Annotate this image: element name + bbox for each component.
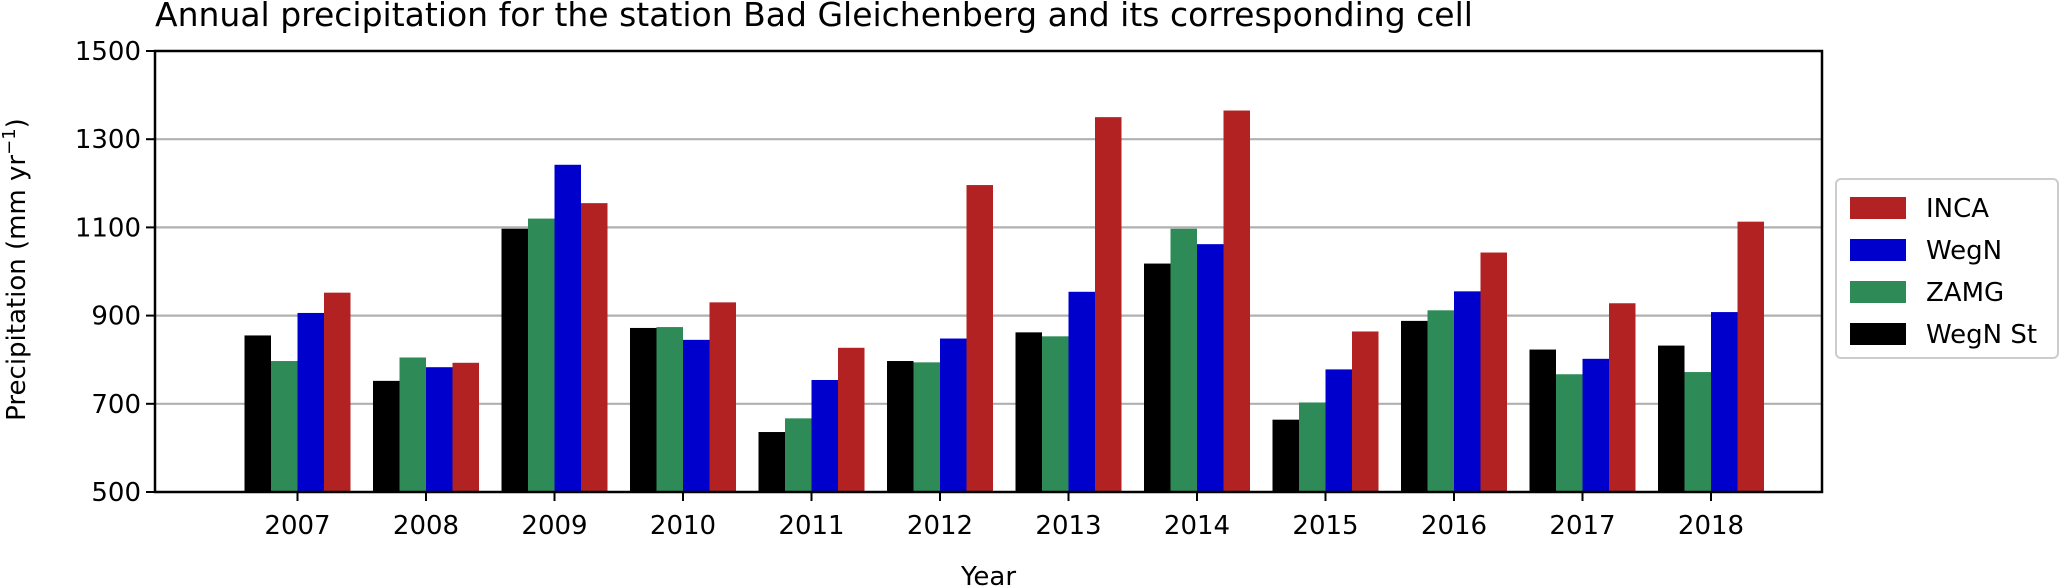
bars	[244, 110, 1764, 493]
bar-wegn	[1454, 291, 1481, 492]
bar-inca	[709, 302, 736, 492]
x-tick-label: 2010	[650, 511, 716, 541]
x-axis-ticks: 2007 2008 2009 2010 2011 2012 2013 2014 2015 2016…	[264, 492, 1744, 541]
x-tick-label: 2016	[1421, 511, 1487, 541]
legend: INCA WegN ZAMG WegN St	[1835, 178, 2059, 359]
bar-zamg	[1299, 402, 1326, 492]
legend-swatch	[1850, 239, 1906, 261]
bar-zamg	[1042, 336, 1069, 492]
bar-wegn-st	[887, 361, 914, 492]
bar-wegn	[1197, 244, 1224, 492]
bar-inca	[452, 362, 479, 492]
bar-inca	[1609, 303, 1636, 492]
bar-zamg	[271, 361, 298, 492]
bar-wegn	[683, 339, 710, 492]
bar-zamg	[785, 418, 812, 492]
bar-wegn-st	[1529, 349, 1556, 492]
bar-wegn-st	[630, 327, 657, 492]
bar-wegn-st	[758, 432, 785, 492]
legend-box	[1835, 178, 2059, 359]
x-tick-label: 2009	[521, 511, 587, 541]
x-tick-label: 2008	[393, 511, 459, 541]
x-axis-label: Year	[960, 562, 1016, 588]
legend-label: INCA	[1926, 194, 1989, 224]
bar-wegn-st	[1144, 263, 1171, 492]
y-axis-label-main: Precipitation (mm yr	[2, 155, 32, 421]
y-tick-label: 500	[91, 478, 141, 508]
bar-wegn-st	[244, 335, 271, 492]
x-tick-label: 2012	[907, 511, 973, 541]
bar-wegn	[426, 367, 453, 492]
legend-label: WegN	[1926, 236, 2002, 266]
bar-inca	[1480, 252, 1507, 492]
x-tick-label: 2007	[264, 511, 330, 541]
bar-inca	[966, 185, 993, 492]
bar-zamg	[399, 357, 426, 492]
y-tick-label: 1300	[75, 125, 141, 155]
bar-inca	[581, 203, 608, 492]
bar-wegn	[554, 164, 581, 492]
plot-frame	[153, 49, 1824, 494]
bar-zamg	[1170, 228, 1197, 492]
bar-inca	[838, 347, 865, 492]
bar-wegn	[1325, 369, 1352, 492]
bar-wegn-st	[373, 380, 400, 492]
bar-wegn-st	[501, 228, 528, 492]
bar-wegn	[1582, 358, 1609, 492]
legend-swatch	[1850, 281, 1906, 303]
bar-inca	[1095, 117, 1122, 493]
y-tick-label: 1500	[75, 37, 141, 67]
x-tick-label: 2017	[1549, 511, 1615, 541]
x-tick-label: 2011	[778, 511, 844, 541]
bar-zamg	[528, 218, 555, 492]
bar-zamg	[1684, 372, 1711, 492]
bar-wegn	[940, 338, 967, 492]
bar-inca	[1352, 331, 1379, 492]
y-axis-label-superscript: −1	[0, 128, 20, 155]
bar-zamg	[1427, 310, 1454, 492]
bar-wegn	[297, 312, 324, 492]
bar-zamg	[913, 362, 940, 492]
bar-zamg	[656, 327, 683, 492]
x-tick-label: 2013	[1035, 511, 1101, 541]
bar-inca	[1737, 221, 1764, 493]
legend-swatch	[1850, 323, 1906, 345]
bar-wegn-st	[1015, 332, 1042, 492]
y-axis-label: Precipitation (mm yr−1)	[0, 118, 32, 421]
y-tick-label: 900	[91, 302, 141, 332]
bar-wegn	[811, 379, 838, 492]
bar-wegn	[1068, 291, 1095, 492]
y-tick-label: 700	[91, 390, 141, 420]
legend-label: WegN St	[1926, 320, 2037, 350]
legend-swatch	[1850, 197, 1906, 219]
legend-label: ZAMG	[1926, 278, 2004, 308]
x-tick-label: 2018	[1678, 511, 1744, 541]
bar-zamg	[1556, 374, 1583, 492]
y-tick-label: 1100	[75, 213, 141, 243]
bar-wegn-st	[1401, 320, 1428, 492]
bar-wegn	[1711, 312, 1738, 492]
bar-wegn-st	[1658, 345, 1685, 492]
bar-wegn-st	[1272, 419, 1299, 492]
bar-inca	[324, 292, 351, 492]
x-tick-label: 2015	[1292, 511, 1358, 541]
x-tick-label: 2014	[1164, 511, 1230, 541]
bar-inca	[1223, 110, 1250, 492]
y-axis-label-close: )	[2, 118, 32, 128]
y-axis-ticks: 500 700 900 1100 1300 1500	[75, 37, 155, 508]
chart-title: Annual precipitation for the station Bad…	[155, 0, 1473, 34]
